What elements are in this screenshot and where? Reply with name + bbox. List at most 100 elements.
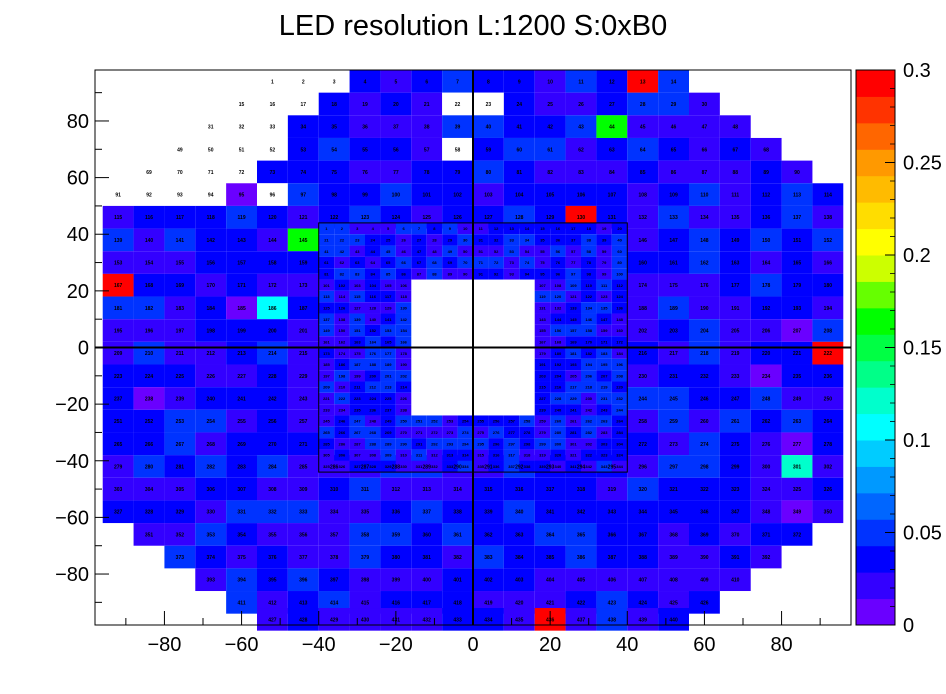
heatmap-cell bbox=[102, 319, 134, 342]
heatmap-cell bbox=[750, 500, 782, 524]
heatmap-cell bbox=[102, 251, 134, 274]
heatmap-cell-inner bbox=[349, 370, 365, 382]
cell-label: 433 bbox=[453, 617, 462, 623]
cell-label: 42 bbox=[340, 249, 345, 254]
heatmap-cell-inner bbox=[349, 336, 365, 348]
heatmap-cell-inner bbox=[565, 336, 581, 348]
heatmap-cell-inner bbox=[611, 279, 628, 291]
heatmap-cell bbox=[689, 523, 720, 546]
heatmap-cell-inner bbox=[380, 313, 396, 325]
cell-label: 298 bbox=[524, 441, 531, 446]
cell-label: 312 bbox=[431, 453, 438, 458]
cell-label: 323 bbox=[601, 453, 608, 458]
heatmap-cell bbox=[380, 160, 412, 184]
cell-label: 102 bbox=[339, 283, 346, 288]
cell-label: 250 bbox=[824, 396, 833, 402]
cell-label: 118 bbox=[207, 215, 215, 221]
heatmap-cell-inner bbox=[565, 256, 581, 269]
cell-label: 9 bbox=[518, 79, 521, 85]
cell-label: 167 bbox=[114, 283, 123, 289]
cell-label: 262 bbox=[762, 419, 771, 425]
heatmap-cell bbox=[102, 183, 134, 206]
cell-label: 25 bbox=[386, 237, 391, 242]
heatmap-cell bbox=[719, 296, 751, 320]
heatmap-cell-inner bbox=[426, 268, 443, 280]
cell-label: 279 bbox=[114, 464, 123, 470]
cell-label: 337 bbox=[508, 464, 515, 469]
cell-label: 85 bbox=[386, 271, 391, 276]
cell-label: 238 bbox=[145, 396, 154, 402]
cell-label: 98 bbox=[331, 193, 337, 199]
cell-label: 233 bbox=[323, 407, 330, 412]
heatmap-cell bbox=[719, 545, 751, 569]
heatmap-cell bbox=[195, 251, 227, 274]
heatmap-cell-inner bbox=[581, 324, 597, 337]
cell-label: 266 bbox=[339, 430, 346, 435]
cell-label: 406 bbox=[608, 578, 617, 584]
cell-label: 122 bbox=[330, 215, 339, 221]
heatmap-cell bbox=[658, 251, 689, 274]
cell-label: 139 bbox=[114, 238, 123, 244]
heatmap-cell bbox=[195, 115, 227, 138]
heatmap-cell-inner bbox=[395, 222, 412, 235]
cell-label: 145 bbox=[299, 238, 308, 244]
cell-label: 204 bbox=[555, 373, 562, 378]
cell-label: 66 bbox=[401, 260, 406, 265]
cell-label: 201 bbox=[385, 373, 392, 378]
heatmap-cell bbox=[689, 273, 720, 297]
cell-label: 212 bbox=[369, 385, 376, 390]
cell-label: 160 bbox=[639, 261, 648, 267]
cell-label: 421 bbox=[546, 600, 555, 606]
cell-label: 41 bbox=[324, 249, 329, 254]
cell-label: 307 bbox=[237, 487, 246, 493]
heatmap-cell-inner bbox=[565, 347, 581, 359]
cell-label: 321 bbox=[570, 453, 577, 458]
cell-label: 359 bbox=[392, 532, 401, 538]
cell-label: 45 bbox=[640, 125, 646, 131]
cell-label: 91 bbox=[478, 271, 483, 276]
cell-label: 241 bbox=[237, 396, 246, 402]
colorbar-swatch bbox=[856, 598, 895, 626]
cell-label: 160 bbox=[616, 328, 623, 333]
heatmap-cell bbox=[658, 319, 689, 342]
heatmap-cell bbox=[102, 228, 134, 252]
cell-label: 231 bbox=[601, 396, 608, 401]
cell-label: 432 bbox=[423, 617, 432, 623]
heatmap-cell bbox=[565, 523, 597, 546]
heatmap-cell bbox=[534, 183, 566, 206]
cell-label: 270 bbox=[268, 442, 277, 448]
heatmap-cell-inner bbox=[380, 449, 396, 461]
heatmap-cell-inner bbox=[349, 279, 365, 291]
cell-label: 48 bbox=[432, 249, 437, 254]
heatmap-cell-inner bbox=[395, 256, 412, 269]
cell-label: 339 bbox=[539, 464, 546, 469]
cell-label: 336 bbox=[493, 464, 500, 469]
cell-label: 125 bbox=[323, 305, 330, 310]
cell-label: 97 bbox=[571, 271, 576, 276]
cell-label: 413 bbox=[299, 600, 308, 606]
cell-label: 32 bbox=[494, 237, 499, 242]
heatmap-cell-inner bbox=[334, 279, 350, 291]
heatmap-cell bbox=[380, 70, 412, 93]
heatmap-cell bbox=[164, 296, 196, 320]
heatmap-cell-inner bbox=[596, 302, 612, 314]
heatmap-cell-inner bbox=[473, 268, 489, 280]
cell-label: 334 bbox=[462, 464, 469, 469]
cell-label: 158 bbox=[268, 261, 277, 267]
cell-label: 133 bbox=[570, 305, 577, 310]
cell-label: 344 bbox=[639, 510, 648, 516]
heatmap-cell-inner bbox=[395, 438, 412, 450]
heatmap-cell-inner bbox=[365, 347, 381, 359]
cell-label: 364 bbox=[546, 532, 555, 538]
colorbar: 00.050.10.150.20.250.3 bbox=[855, 60, 942, 637]
heatmap-cell bbox=[627, 70, 659, 93]
heatmap-cell-inner bbox=[534, 415, 551, 427]
heatmap-cell-inner bbox=[349, 426, 365, 439]
cell-label: 181 bbox=[570, 351, 577, 356]
cell-label: 13 bbox=[509, 226, 514, 231]
heatmap-cell bbox=[257, 387, 288, 410]
cell-label: 265 bbox=[323, 430, 330, 435]
heatmap-cell bbox=[195, 205, 227, 229]
cell-label: 173 bbox=[323, 351, 330, 356]
heatmap-cell-inner bbox=[349, 268, 365, 280]
